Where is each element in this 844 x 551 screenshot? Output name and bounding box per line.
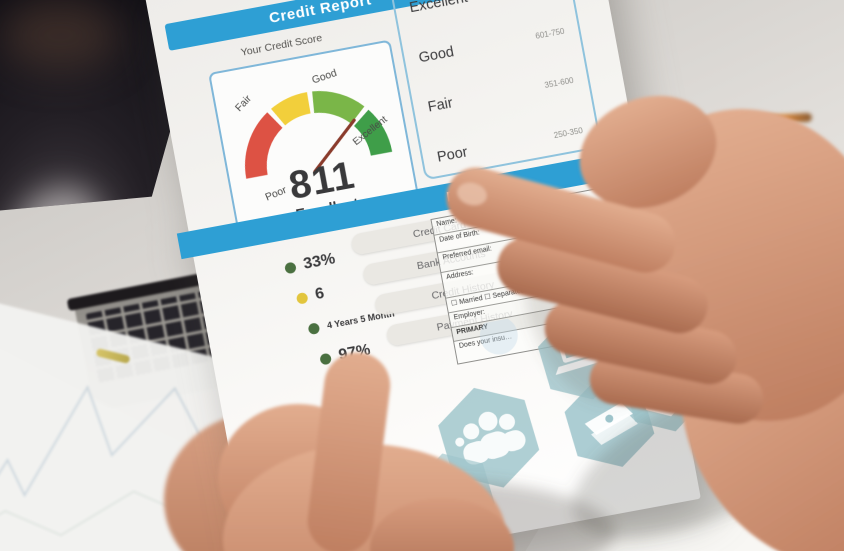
faint-line-chart <box>0 384 208 549</box>
right-middle-finger <box>497 237 708 334</box>
score-gauge: Poor Fair Good Excellent <box>234 68 393 204</box>
left-hand-holding <box>218 352 514 551</box>
money-icon <box>584 402 638 445</box>
credit-score-gauge-box: Poor Fair Good Excellent 811 Excellent <box>208 39 422 243</box>
gauge-segment-excellent <box>353 109 393 157</box>
desk-paper-chart <box>0 297 267 551</box>
screen-tint <box>0 0 120 70</box>
left-knuckle <box>370 498 514 551</box>
left-thumb <box>307 352 391 551</box>
right-knuckles <box>579 95 717 209</box>
gauge-segment-fair <box>271 92 312 126</box>
people-icon <box>455 411 526 465</box>
gauge-segment-poor <box>245 112 283 179</box>
index-fingernail <box>457 182 487 206</box>
right-ring-finger <box>544 300 737 385</box>
watermark-circle <box>479 316 518 355</box>
gauge-segment-good <box>312 91 365 124</box>
right-index-finger <box>446 167 676 273</box>
gauge-needle <box>313 118 356 174</box>
right-hand-pointing <box>446 95 844 551</box>
